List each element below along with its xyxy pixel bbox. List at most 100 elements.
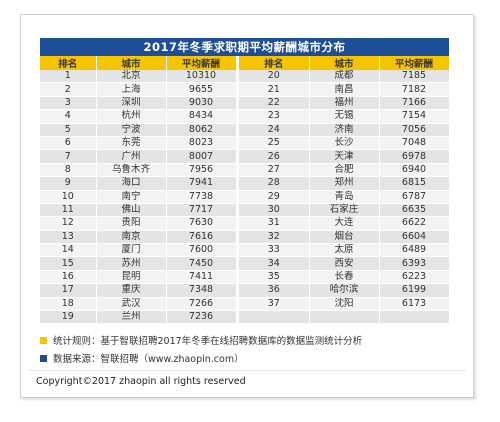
right-city-cell: 西安	[309, 256, 380, 271]
left-salary-cell: 10310	[166, 70, 237, 84]
right-city-cell: 太原	[309, 243, 380, 258]
right-rank-cell: 31	[239, 216, 310, 231]
left-city-cell: 武汉	[96, 297, 167, 312]
left-rank-cell: 13	[40, 230, 97, 245]
left-rank-cell: 16	[40, 270, 97, 285]
table-row: 14 厦门 7600 33 太原 6489	[40, 243, 450, 258]
left-rank-cell: 4	[40, 109, 97, 124]
right-salary-cell: 7056	[379, 123, 450, 137]
note-source-text: 数据来源：智联招聘（www.zhaopin.com）	[53, 354, 244, 365]
right-rank-cell	[239, 310, 310, 325]
left-salary-cell: 7348	[166, 283, 237, 298]
right-salary-cell: 7154	[379, 109, 450, 124]
right-salary-cell: 6787	[379, 190, 450, 204]
right-salary-cell	[379, 310, 450, 325]
column-gap	[236, 123, 239, 137]
column-gap	[236, 82, 239, 97]
right-salary-cell: 6604	[379, 230, 450, 245]
right-city-cell: 郑州	[309, 176, 380, 191]
left-salary-cell: 9030	[166, 96, 237, 111]
right-salary-cell: 6489	[379, 243, 450, 258]
right-rank-cell: 21	[239, 82, 310, 97]
right-salary-cell: 6223	[379, 270, 450, 285]
right-rank-cell: 32	[239, 230, 310, 245]
column-gap	[236, 283, 239, 298]
left-salary-cell: 8007	[166, 149, 237, 164]
table-row: 19 兰州 7236	[40, 310, 450, 325]
right-city-cell: 烟台	[309, 230, 380, 245]
left-salary-cell: 7600	[166, 243, 237, 258]
column-gap	[236, 163, 239, 177]
column-gap	[236, 70, 239, 83]
column-gap	[236, 96, 239, 110]
table-body: 1 北京 10310 20 成都 7185 2 上海 9655 21 南昌 7182 3 深圳 9030 22…	[40, 70, 450, 325]
table-row: 9 海口 7941 28 郑州 6815	[40, 176, 450, 191]
right-rank-cell: 30	[239, 203, 310, 218]
right-city-cell	[309, 310, 380, 325]
left-city-cell: 广州	[96, 149, 167, 164]
table-row: 13 南京 7616 32 烟台 6604	[40, 230, 450, 245]
right-salary-cell: 7182	[379, 82, 450, 97]
table-row: 3 深圳 9030 22 福州 7166	[40, 96, 450, 111]
table-row: 6 东莞 8023 25 长沙 7048	[40, 136, 450, 151]
left-city-cell: 杭州	[96, 109, 167, 124]
left-rank-cell: 14	[40, 243, 97, 258]
table-row: 18 武汉 7266 37 沈阳 6173	[40, 297, 450, 312]
left-rank-cell: 6	[40, 136, 97, 151]
left-salary-cell: 9655	[166, 82, 237, 97]
column-gap	[236, 203, 239, 217]
right-rank-cell: 35	[239, 270, 310, 285]
left-city-cell: 昆明	[96, 270, 167, 285]
table-row: 17 重庆 7348 36 哈尔滨 6199	[40, 283, 450, 298]
table-row: 7 广州 8007 26 天津 6978	[40, 149, 450, 164]
right-rank-cell: 20	[239, 70, 310, 84]
right-city-cell: 沈阳	[309, 297, 380, 312]
left-city-cell: 海口	[96, 176, 167, 191]
left-city-cell: 深圳	[96, 96, 167, 111]
column-gap	[236, 243, 239, 257]
table-row: 1 北京 10310 20 成都 7185	[40, 70, 450, 84]
table-row: 16 昆明 7411 35 长春 6223	[40, 270, 450, 285]
right-city-cell: 济南	[309, 123, 380, 137]
right-city-cell: 无锡	[309, 109, 380, 124]
note-rule: 统计规则：基于智联招聘2017年冬季在线招聘数据库的数据监测统计分析	[40, 333, 362, 347]
right-salary-cell: 6815	[379, 176, 450, 191]
right-salary-cell: 6940	[379, 163, 450, 178]
left-city-cell: 重庆	[96, 283, 167, 298]
right-city-cell: 长春	[309, 270, 380, 285]
table-row: 12 贵阳 7630 31 大连 6622	[40, 216, 450, 231]
left-salary-cell: 8062	[166, 123, 237, 137]
left-rank-cell: 15	[40, 256, 97, 271]
copyright-text: Copyright©2017 zhaopin all rights reserv…	[36, 376, 246, 387]
left-rank-cell: 17	[40, 283, 97, 298]
left-salary-cell: 8434	[166, 109, 237, 124]
column-gap	[236, 109, 239, 124]
table-row: 4 杭州 8434 23 无锡 7154	[40, 109, 450, 124]
left-salary-cell: 7956	[166, 163, 237, 178]
right-rank-cell: 28	[239, 176, 310, 191]
left-salary-cell: 7450	[166, 256, 237, 271]
right-salary-cell: 7048	[379, 136, 450, 151]
right-salary-cell: 7166	[379, 96, 450, 111]
table-row: 10 南宁 7738 29 青岛 6787	[40, 190, 450, 204]
left-rank-cell: 3	[40, 96, 97, 111]
right-rank-cell: 22	[239, 96, 310, 111]
column-gap	[236, 176, 239, 191]
header-city-left: 城市	[96, 56, 167, 70]
column-gap	[236, 270, 239, 284]
column-gap	[236, 216, 239, 231]
header-rank-right: 排名	[239, 56, 310, 70]
right-rank-cell: 23	[239, 109, 310, 124]
right-salary-cell: 6199	[379, 283, 450, 298]
right-salary-cell: 6173	[379, 297, 450, 312]
left-salary-cell: 7616	[166, 230, 237, 245]
left-rank-cell: 9	[40, 176, 97, 191]
right-city-cell: 石家庄	[309, 203, 380, 218]
left-city-cell: 兰州	[96, 310, 167, 325]
note-rule-text: 统计规则：基于智联招聘2017年冬季在线招聘数据库的数据监测统计分析	[53, 336, 363, 347]
left-rank-cell: 1	[40, 70, 97, 84]
left-salary-cell: 7717	[166, 203, 237, 218]
left-city-cell: 贵阳	[96, 216, 167, 231]
left-rank-cell: 11	[40, 203, 97, 218]
right-rank-cell: 29	[239, 190, 310, 204]
